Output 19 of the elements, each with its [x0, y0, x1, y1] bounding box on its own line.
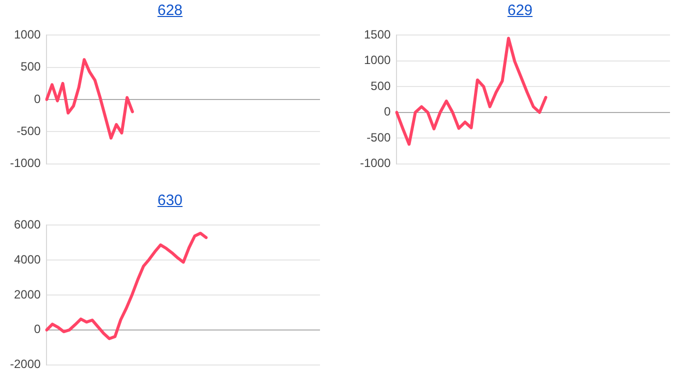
y-tick-label: 500 [370, 78, 392, 93]
y-tick-label: 2000 [14, 287, 42, 302]
y-tick-label: 6000 [14, 218, 42, 232]
y-tick-label: -1000 [360, 156, 392, 170]
y-tick-label: 500 [20, 60, 42, 74]
chart-title: 628 [157, 2, 183, 19]
y-tick-label: -500 [16, 124, 42, 138]
y-tick-label: -500 [366, 130, 392, 144]
y-tick-label: 0 [384, 104, 392, 119]
y-tick-label: -1000 [10, 156, 42, 170]
chart-title: 629 [507, 2, 533, 19]
y-tick-label: 0 [34, 322, 42, 336]
y-tick-label: 1000 [14, 28, 42, 42]
chart-title: 630 [157, 192, 183, 209]
y-tick-label: 4000 [14, 252, 42, 266]
y-tick-label: 0 [34, 92, 42, 106]
y-tick-label: 1500 [364, 28, 392, 42]
y-tick-label: 1000 [364, 53, 392, 68]
y-tick-label: -2000 [10, 357, 42, 372]
